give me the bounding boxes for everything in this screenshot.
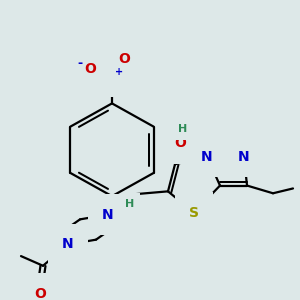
Text: O: O xyxy=(174,136,186,150)
Text: N: N xyxy=(62,238,74,251)
Text: O: O xyxy=(118,52,130,66)
Text: O: O xyxy=(34,287,46,300)
Text: N: N xyxy=(102,208,114,221)
Text: +: + xyxy=(115,67,123,76)
Text: O: O xyxy=(84,61,96,76)
Text: H: H xyxy=(178,124,188,134)
Text: -: - xyxy=(77,57,83,70)
Text: N: N xyxy=(201,150,213,164)
Text: N: N xyxy=(238,150,250,164)
Text: H: H xyxy=(125,199,135,209)
Text: S: S xyxy=(189,206,199,220)
Text: N: N xyxy=(106,69,118,83)
